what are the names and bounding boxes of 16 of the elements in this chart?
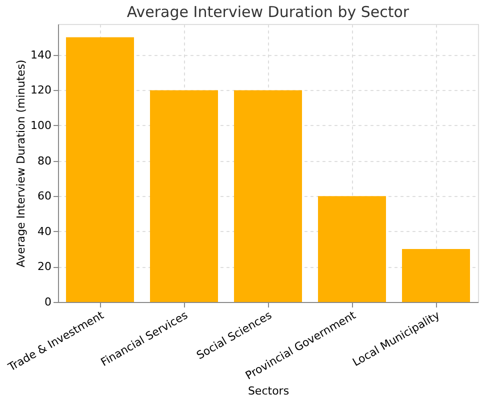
y-tick-label: 100 xyxy=(30,118,52,132)
bar xyxy=(150,90,218,302)
bar xyxy=(402,249,470,302)
y-tick-label: 120 xyxy=(30,84,52,97)
y-tick-label: 80 xyxy=(38,154,52,168)
y-tick-label: 140 xyxy=(30,48,52,62)
y-axis-title: Average Interview Duration (minutes) xyxy=(14,60,28,268)
chart-title: Average Interview Duration by Sector xyxy=(126,3,410,21)
y-tick-label: 20 xyxy=(38,260,52,274)
bar xyxy=(318,196,386,302)
y-tick-label: 40 xyxy=(38,224,52,238)
bar xyxy=(66,37,134,302)
x-axis-title: Sectors xyxy=(248,384,290,398)
bar xyxy=(234,90,302,302)
y-tick-label: 0 xyxy=(44,296,52,308)
y-tick-label: 60 xyxy=(38,190,52,203)
